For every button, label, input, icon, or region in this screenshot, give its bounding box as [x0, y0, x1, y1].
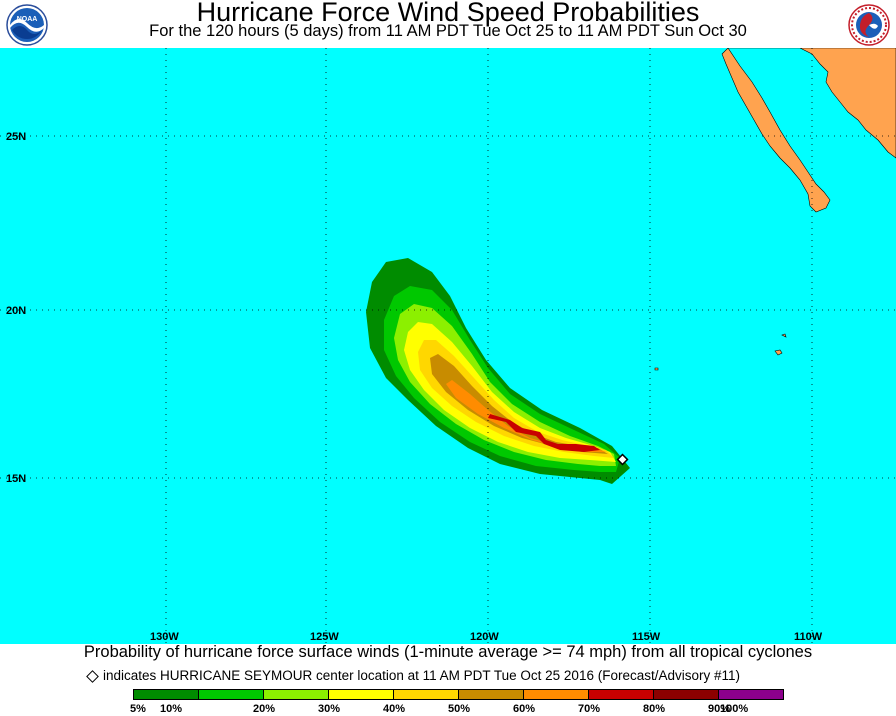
lat-label-20n: 20N: [6, 305, 26, 317]
island-small: [654, 367, 659, 371]
island-clarion: [781, 333, 787, 338]
storm-note: indicates HURRICANE SEYMOUR center locat…: [86, 668, 741, 683]
legend-label: 40%: [383, 703, 406, 715]
map-caption: Probability of hurricane force surface w…: [83, 643, 813, 661]
legend-swatch: [133, 689, 199, 700]
legend-swatch: [588, 689, 654, 700]
national-weather-service-logo: [848, 4, 890, 46]
header: NOAA Hurricane Force Wind Speed Probabil…: [0, 0, 896, 48]
lon-label-120w: 120W: [470, 631, 499, 643]
probability-map: 25N 20N 15N 130W 125W 120W 115W 110W: [0, 47, 896, 644]
legend-label: 90%: [708, 703, 731, 715]
lat-label-25n: 25N: [6, 131, 26, 143]
lon-label-125w: 125W: [310, 631, 339, 643]
lon-label-110w: 110W: [794, 631, 823, 643]
legend-swatch: [328, 689, 394, 700]
land-baja-peninsula: [721, 47, 831, 213]
legend-swatch: [653, 689, 719, 700]
legend-swatch: [263, 689, 329, 700]
lon-label-115w: 115W: [632, 631, 661, 643]
svg-text:NOAA: NOAA: [17, 16, 38, 23]
probability-contour-70pct: [488, 414, 600, 452]
lat-label-15n: 15N: [6, 473, 26, 485]
legend-swatch: [458, 689, 524, 700]
legend-label: 100%: [720, 703, 749, 715]
legend-label: 10%: [160, 703, 183, 715]
legend-label: 60%: [513, 703, 536, 715]
legend-label: 5%: [130, 703, 146, 715]
legend-swatch: [523, 689, 589, 700]
storm-center-marker: [616, 453, 629, 466]
legend-label: 50%: [448, 703, 471, 715]
legend-label: 80%: [643, 703, 666, 715]
legend-swatch: [718, 689, 784, 700]
page-subtitle: For the 120 hours (5 days) from 11 AM PD…: [149, 22, 747, 40]
legend-label: 70%: [578, 703, 601, 715]
diamond-icon: [86, 670, 99, 683]
probability-contour-30pct: [404, 322, 616, 462]
legend-label: 30%: [318, 703, 341, 715]
land-mainland: [728, 47, 896, 159]
island-socorro: [774, 349, 783, 356]
lon-label-130w: 130W: [150, 631, 179, 643]
storm-note-text: indicates HURRICANE SEYMOUR center locat…: [103, 668, 741, 683]
noaa-logo: NOAA: [6, 4, 48, 46]
legend-label: 20%: [253, 703, 276, 715]
legend-swatch: [198, 689, 264, 700]
footer: Probability of hurricane force surface w…: [0, 643, 896, 716]
legend-swatch: [393, 689, 459, 700]
page-title: Hurricane Force Wind Speed Probabilities: [196, 0, 700, 27]
